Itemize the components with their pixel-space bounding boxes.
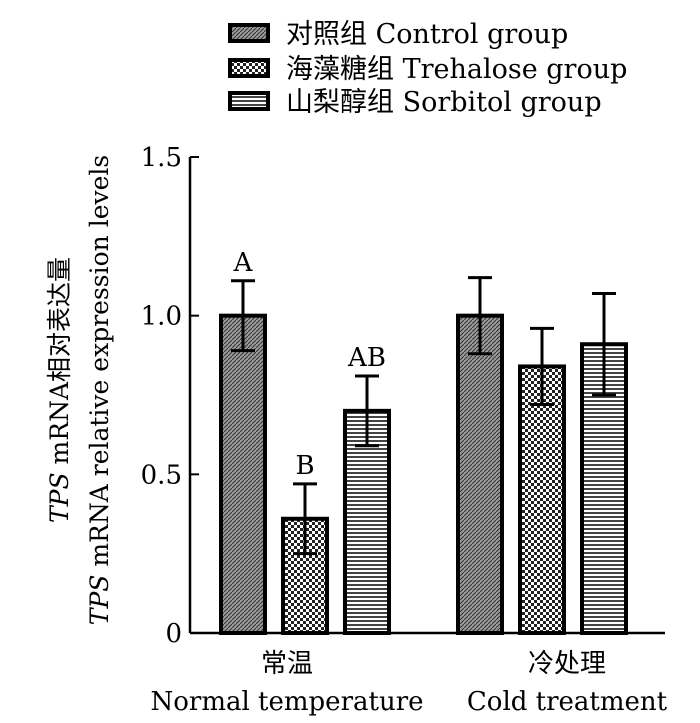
bar-group: B: [281, 451, 329, 636]
legend: 对照组 Control group 海藻糖组 Trehalose group山梨醇…: [228, 19, 627, 118]
legend-item: 海藻糖组 Trehalose group: [228, 54, 627, 85]
y-tick-label: 0: [165, 619, 182, 649]
bar: [456, 313, 504, 635]
bar-group: [518, 326, 566, 635]
y-tick-label: 0.5: [141, 460, 182, 490]
legend-item: 对照组 Control group: [228, 19, 568, 50]
legend-label: 山梨醇组 Sorbitol group: [286, 87, 602, 118]
legend-label: 对照组 Control group: [286, 19, 568, 50]
y-axis-title: TPS mRNA相对表达量 TPS mRNA relative expressio…: [45, 155, 114, 625]
bar: [518, 364, 566, 635]
y-tick-label: 1.5: [141, 143, 182, 173]
category-label-zh: 常温: [261, 649, 313, 679]
y-axis-title-en: TPS mRNA relative expression levels: [85, 155, 114, 625]
significance-label: A: [233, 248, 254, 278]
legend-label: 海藻糖组 Trehalose group: [286, 54, 627, 85]
category-label-zh: 冷处理: [528, 649, 606, 679]
significance-label: B: [295, 451, 314, 481]
legend-swatch: [228, 91, 270, 111]
legend-item: 山梨醇组 Sorbitol group: [228, 87, 602, 118]
bar-group: [580, 291, 628, 635]
y-axis-title-zh: TPS mRNA相对表达量: [45, 257, 74, 523]
bar-group: A: [219, 248, 267, 635]
bar-group: AB: [343, 343, 391, 635]
legend-swatch: [228, 23, 270, 43]
category-label-en: Cold treatment: [467, 687, 668, 717]
bar: [580, 342, 628, 635]
category-label-en: Normal temperature: [150, 687, 423, 717]
bar: [219, 313, 267, 635]
axes: 0 0.5 1.0 1.5: [141, 143, 665, 649]
legend-swatch: [228, 58, 270, 78]
y-tick-label: 1.0: [141, 302, 182, 332]
category-labels: 常温 Normal temperature 冷处理 Cold treatment: [150, 649, 667, 717]
significance-label: AB: [347, 343, 386, 373]
bar: [343, 408, 391, 635]
bar-group: [456, 276, 504, 635]
